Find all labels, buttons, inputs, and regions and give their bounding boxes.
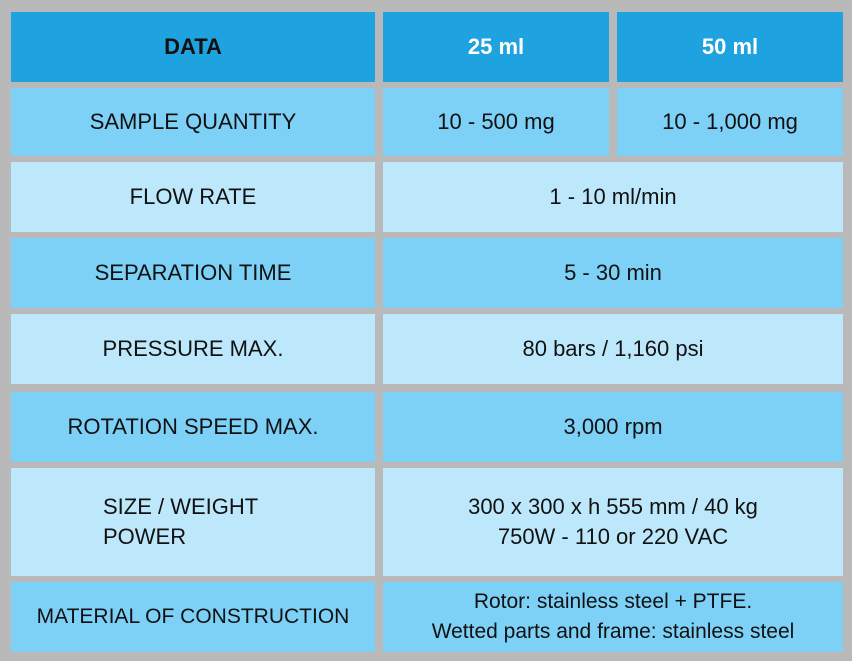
sample-quantity-25ml-cell: 10 - 500 mg <box>383 88 609 156</box>
flow-rate-label-cell: FLOW RATE <box>11 162 375 232</box>
rotation-speed-value: 3,000 rpm <box>563 414 663 439</box>
material-value-cell: Rotor: stainless steel + PTFE. Wetted pa… <box>383 582 843 652</box>
pressure-max-value: 80 bars / 1,160 psi <box>522 336 704 361</box>
size-weight-label: SIZE / WEIGHT <box>103 494 259 519</box>
separation-time-value-cell: 5 - 30 min <box>383 238 843 308</box>
header-25ml-label: 25 ml <box>467 34 525 59</box>
header-data-label: DATA <box>164 34 222 59</box>
separation-time-label: SEPARATION TIME <box>94 260 292 285</box>
rotation-speed-value-cell: 3,000 rpm <box>383 392 843 462</box>
material-value-wetted-parts: Wetted parts and frame: stainless steel <box>431 620 795 643</box>
material-label-cell: MATERIAL OF CONSTRUCTION <box>11 582 375 652</box>
flow-rate-label: FLOW RATE <box>129 184 257 209</box>
power-label: POWER <box>103 524 187 549</box>
sample-quantity-50ml-cell: 10 - 1,000 mg <box>617 88 843 156</box>
separation-time-label-cell: SEPARATION TIME <box>11 238 375 308</box>
header-25ml-cell: 25 ml <box>383 12 609 82</box>
header-50ml-label: 50 ml <box>701 34 759 59</box>
sample-quantity-label: SAMPLE QUANTITY <box>89 109 297 134</box>
material-value-rotor: Rotor: stainless steel + PTFE. <box>473 590 753 613</box>
flow-rate-value: 1 - 10 ml/min <box>549 184 677 209</box>
sample-quantity-label-cell: SAMPLE QUANTITY <box>11 88 375 156</box>
separation-time-value: 5 - 30 min <box>564 260 662 285</box>
power-value: 750W - 110 or 220 VAC <box>497 524 729 549</box>
header-50ml-cell: 50 ml <box>617 12 843 82</box>
pressure-max-value-cell: 80 bars / 1,160 psi <box>383 314 843 384</box>
pressure-max-label-cell: PRESSURE MAX. <box>11 314 375 384</box>
header-data-cell: DATA <box>11 12 375 82</box>
rotation-speed-label: ROTATION SPEED MAX. <box>67 414 319 439</box>
flow-rate-value-cell: 1 - 10 ml/min <box>383 162 843 232</box>
size-weight-power-label-cell: SIZE / WEIGHT POWER <box>11 468 375 576</box>
pressure-max-label: PRESSURE MAX. <box>102 336 284 361</box>
size-weight-value: 300 x 300 x h 555 mm / 40 kg <box>468 494 758 519</box>
rotation-speed-label-cell: ROTATION SPEED MAX. <box>11 392 375 462</box>
size-weight-power-value-cell: 300 x 300 x h 555 mm / 40 kg 750W - 110 … <box>383 468 843 576</box>
material-label: MATERIAL OF CONSTRUCTION <box>36 605 350 628</box>
sample-quantity-25ml-value: 10 - 500 mg <box>437 109 555 134</box>
sample-quantity-50ml-value: 10 - 1,000 mg <box>662 109 798 134</box>
